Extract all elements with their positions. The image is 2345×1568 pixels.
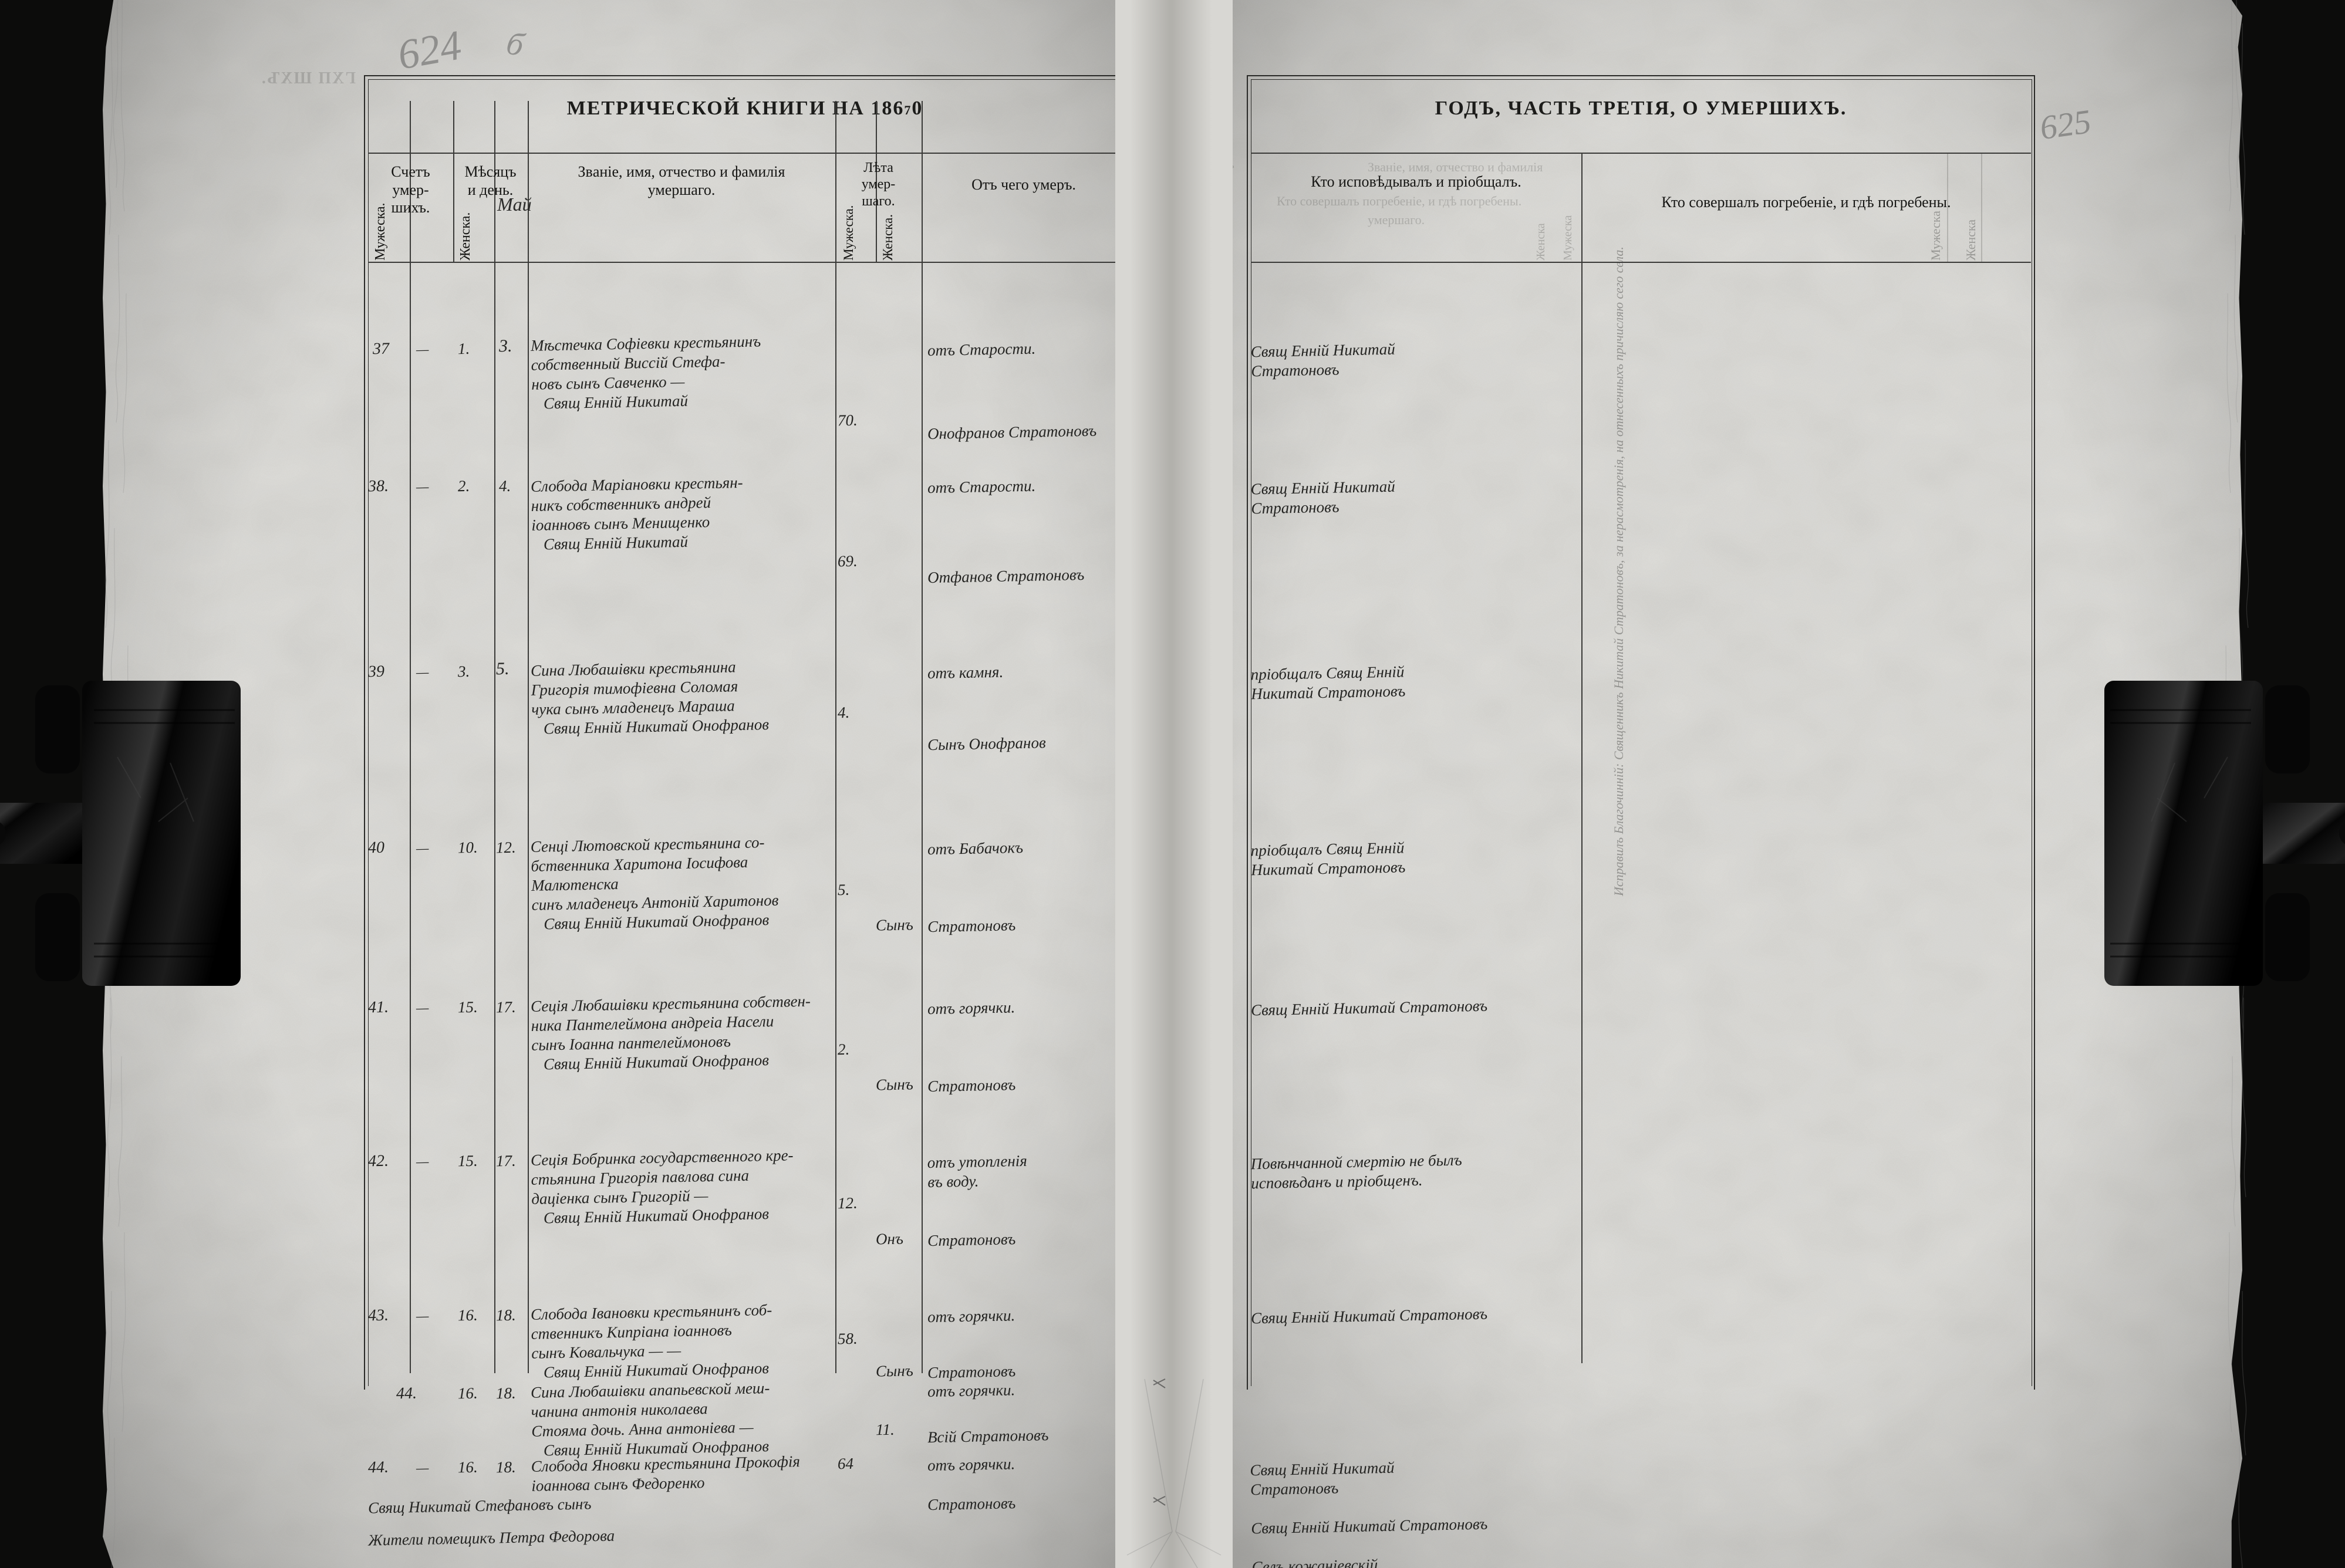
svg-text:625: 625 [2037, 102, 2093, 147]
svg-text:б: б [503, 25, 528, 64]
svg-text:624: 624 [394, 21, 465, 79]
